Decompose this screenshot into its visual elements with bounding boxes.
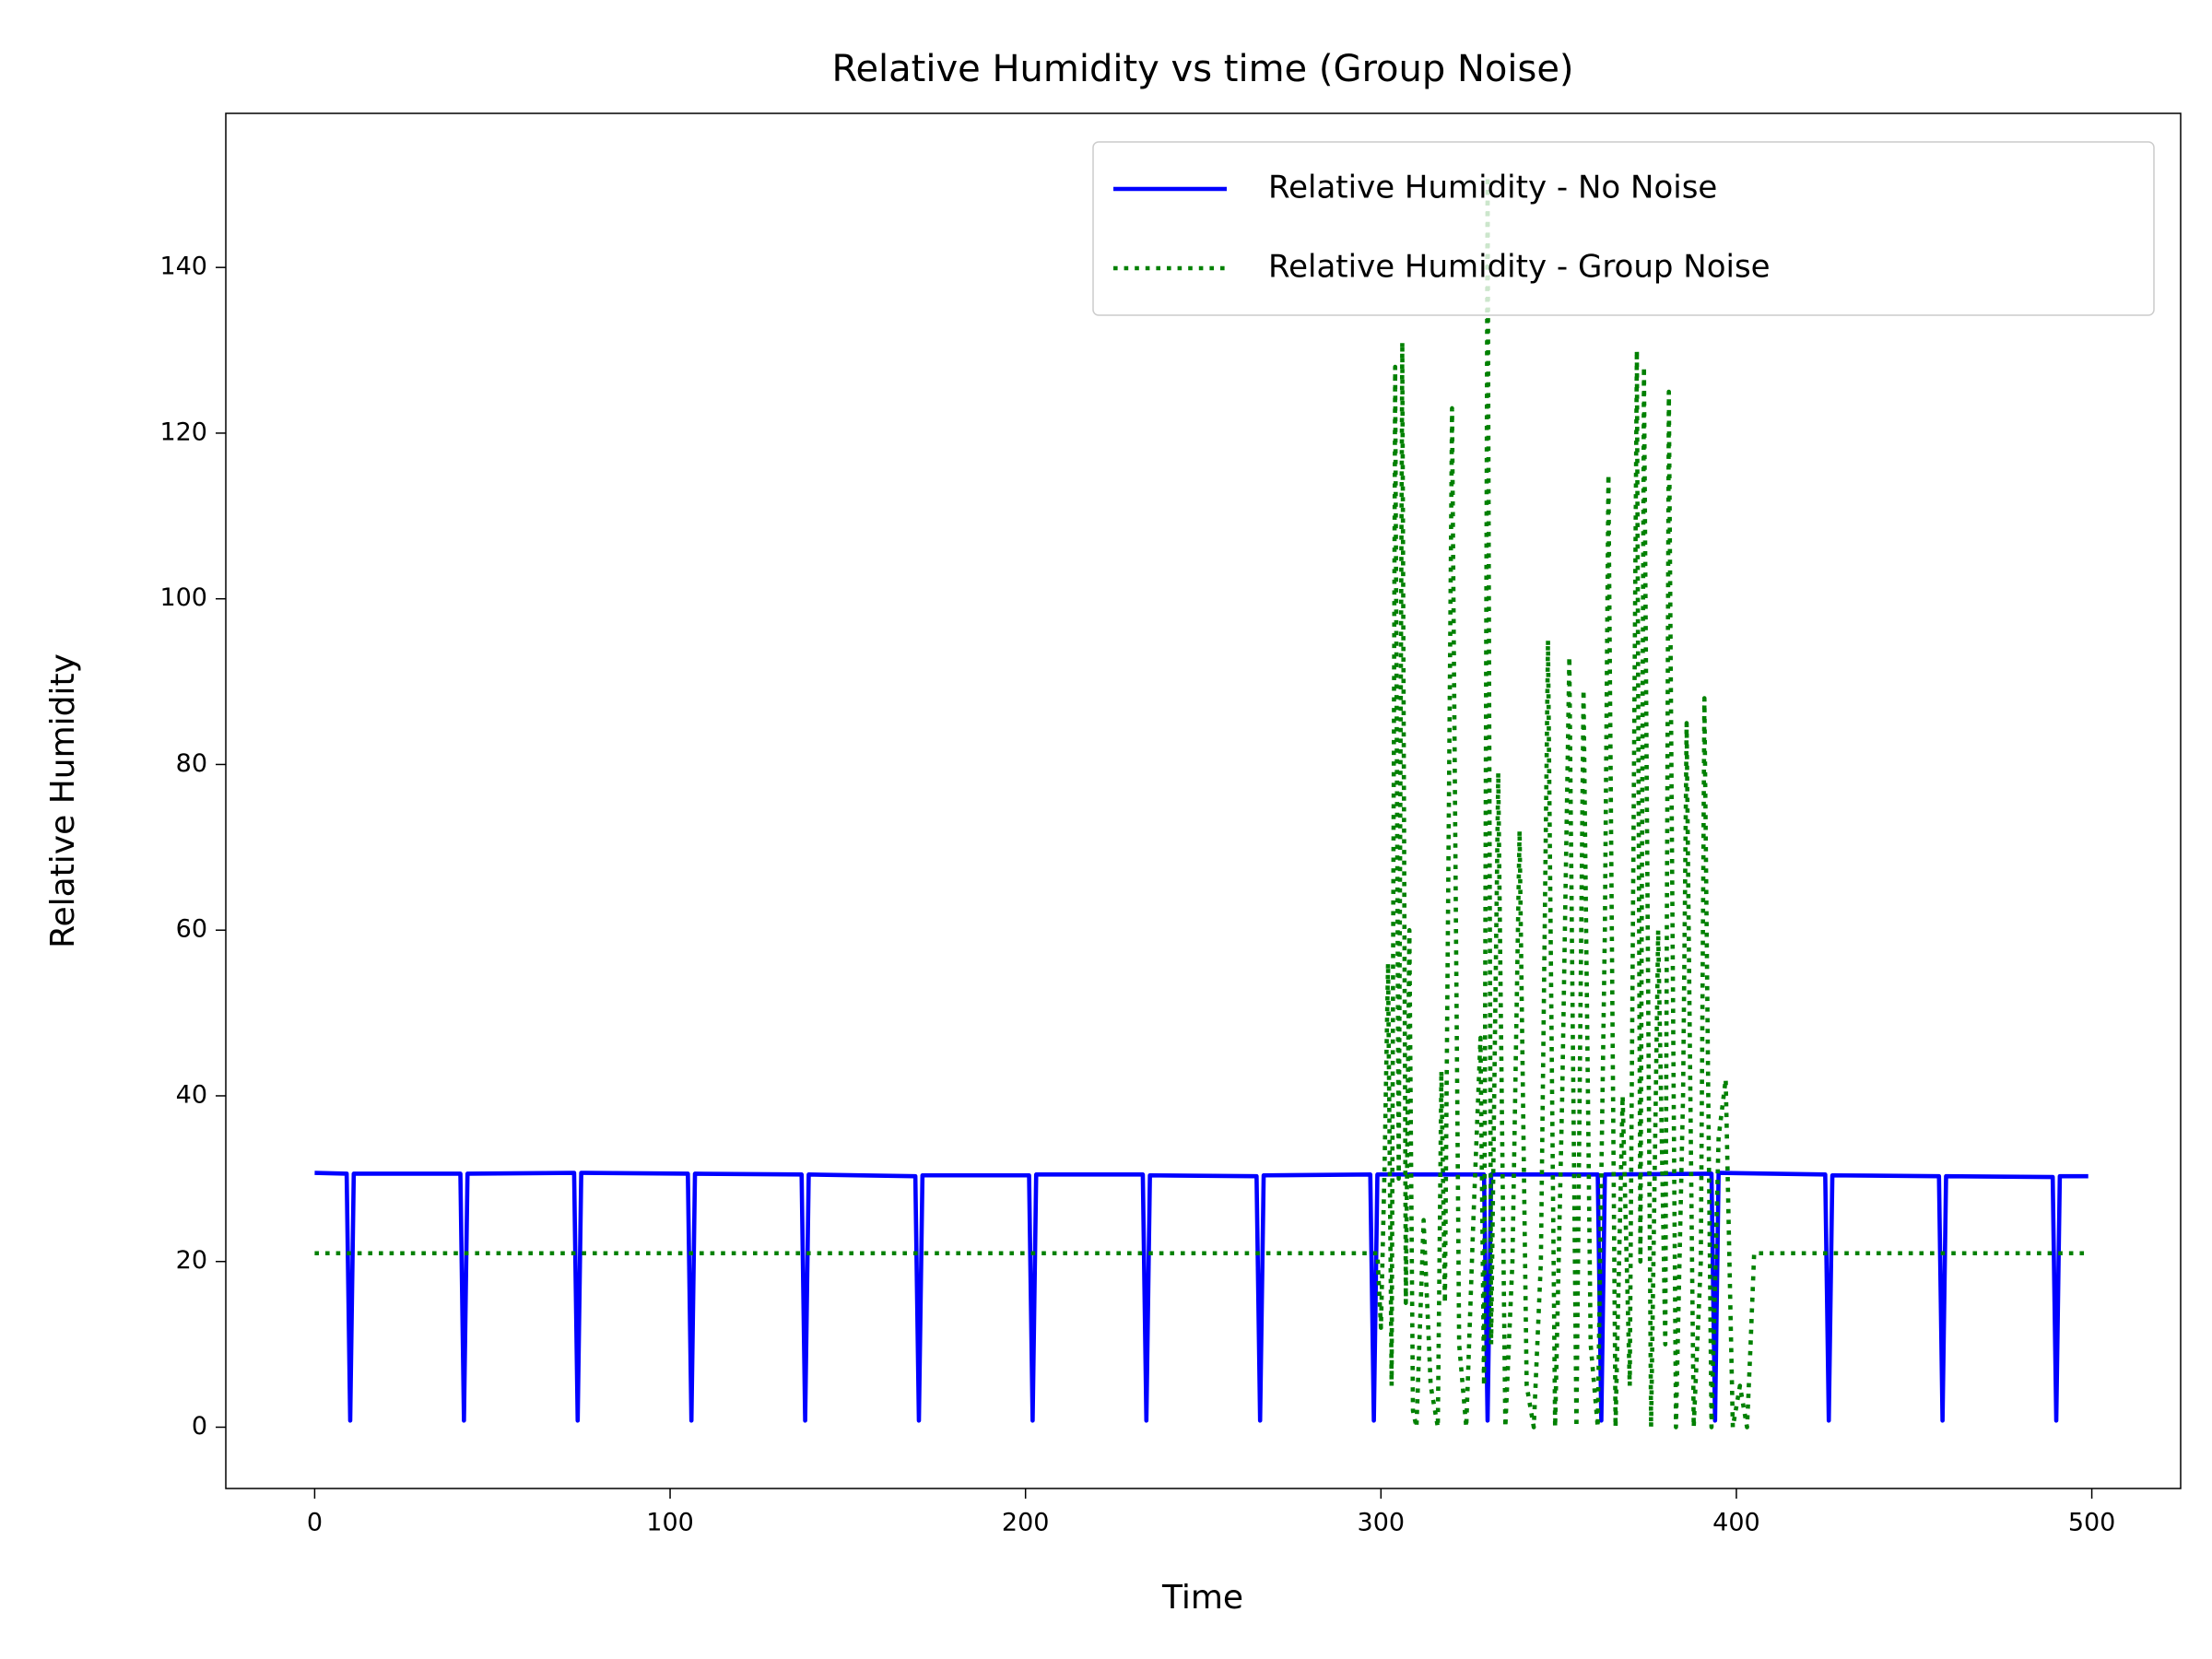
plot-frame <box>225 112 2182 1489</box>
y-tick-label: 60 <box>176 915 207 944</box>
y-tick-label: 140 <box>159 253 207 281</box>
y-tick-label: 20 <box>176 1246 207 1275</box>
y-tick-label: 40 <box>176 1080 207 1109</box>
y-tick-label: 100 <box>159 583 207 612</box>
y-axis-label: Relative Humidity <box>44 653 82 948</box>
x-tick-label: 100 <box>646 1509 694 1537</box>
legend-label: Relative Humidity - Group Noise <box>1268 249 1771 286</box>
x-tick-label: 0 <box>307 1509 323 1537</box>
x-tick-label: 500 <box>2068 1509 2116 1537</box>
x-tick-label: 400 <box>1712 1509 1760 1537</box>
x-axis-label: Time <box>1161 1579 1243 1617</box>
y-tick-label: 80 <box>176 749 207 778</box>
x-tick-label: 200 <box>1002 1509 1050 1537</box>
y-tick-label: 0 <box>192 1412 207 1441</box>
legend-label: Relative Humidity - No Noise <box>1268 170 1717 206</box>
chart-title: Relative Humidity vs time (Group Noise) <box>831 48 1573 90</box>
data-line <box>314 1171 2088 1423</box>
y-tick-label: 120 <box>159 418 207 446</box>
legend-box <box>1092 141 2155 316</box>
x-tick-label: 300 <box>1358 1509 1406 1537</box>
